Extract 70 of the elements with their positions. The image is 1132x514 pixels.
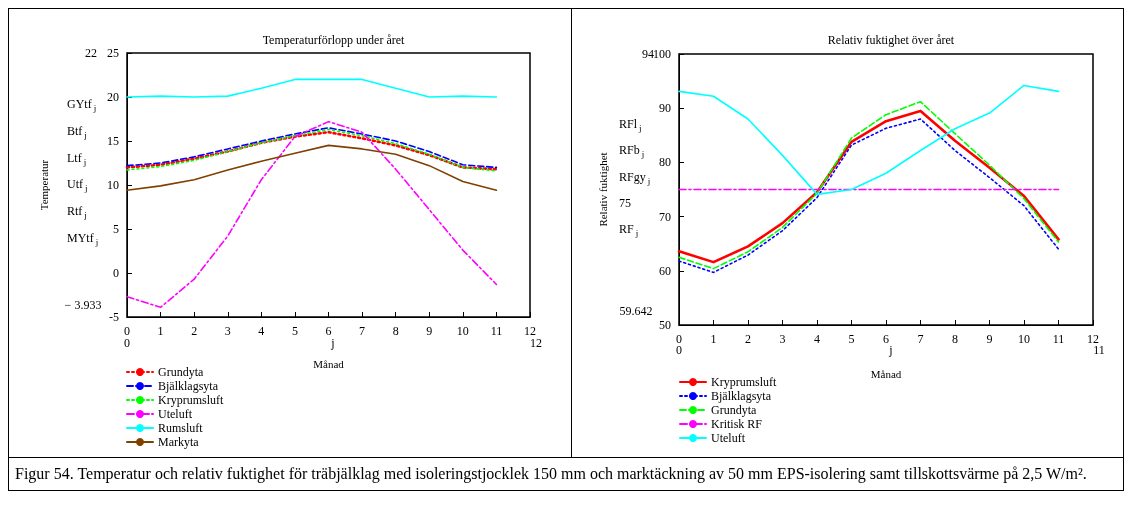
text: 22 (85, 46, 97, 60)
y-tick-label: 50 (659, 318, 671, 332)
legend-label: Grundyta (711, 403, 757, 417)
legend-label: Kritisk RF (711, 417, 763, 431)
y-tick-label: -5 (109, 310, 119, 324)
y-tick-label: 70 (659, 209, 671, 224)
line-series (678, 84, 1060, 196)
x-tick-label: 7 (359, 324, 366, 338)
text: − 3.933 (64, 298, 102, 312)
text: j (330, 336, 335, 350)
y-tick-label: 25 (107, 46, 119, 60)
text: 11 (1093, 343, 1105, 357)
chart-title: Relativ fuktighet över året (827, 33, 955, 47)
legend-label: Markyta (158, 435, 200, 449)
x-tick-label: 12 (1087, 332, 1099, 346)
line-series (126, 78, 498, 98)
y-tick-label: 100 (653, 47, 671, 61)
x-tick-label: 7 (917, 332, 924, 346)
text: j (888, 343, 893, 357)
line-series (126, 144, 498, 192)
x-tick-label: 1 (157, 324, 164, 338)
y-axis-title: Relativ fuktighet (596, 152, 609, 227)
legend-label: Grundyta (158, 365, 204, 379)
y-tick-label: 20 (107, 90, 119, 104)
x-tick-label: 11 (1052, 332, 1065, 346)
text: Figur 54. Temperatur och relativ fuktighet för träbjälklag med isoleringstjocklek 150 mm och marktäckning av 50 mm EPS-isolering samt tillskottsvärme på 2,5 W/m². (15, 464, 1088, 484)
y-tick-label: 0 (113, 266, 119, 280)
text: 94 (642, 47, 654, 61)
x-tick-label: 10 (456, 324, 469, 338)
y-tick-label: 15 (107, 134, 119, 148)
x-tick-label: 6 (325, 324, 332, 338)
y-tick-label: 90 (659, 101, 671, 116)
x-tick-label: 1 (710, 332, 717, 346)
x-tick-label: 0 (676, 332, 682, 346)
x-axis-title: Månad (313, 357, 345, 370)
y-tick-label: 60 (659, 263, 671, 278)
x-tick-label: 12 (524, 324, 536, 338)
y-axis-title: Temperatur (37, 159, 50, 211)
x-tick-label: 2 (191, 324, 198, 338)
legend-label: Bjälklagsyta (711, 389, 772, 403)
legend-label: Uteluft (158, 407, 193, 421)
legend-label: Rumsluft (158, 421, 204, 435)
y-tick-label: 10 (107, 178, 119, 192)
x-tick-label: 9 (426, 324, 433, 338)
x-axis-title: Månad (870, 367, 902, 380)
x-tick-label: 4 (258, 324, 265, 338)
x-tick-label: 8 (952, 332, 958, 346)
x-tick-label: 2 (745, 332, 751, 346)
x-tick-label: 10 (1018, 332, 1030, 346)
text: 75 (619, 195, 631, 210)
x-tick-label: 5 (291, 324, 298, 338)
legend-label: Kryprumsluft (711, 375, 777, 389)
line-series (126, 120, 498, 309)
x-tick-label: 5 (848, 332, 855, 346)
text: 59.642 (619, 304, 653, 318)
legend-label: Kryprumsluft (158, 393, 224, 407)
x-tick-label: 8 (392, 324, 399, 338)
x-tick-label: 6 (883, 332, 889, 346)
y-tick-label: 80 (659, 155, 671, 170)
x-tick-label: 11 (490, 324, 503, 338)
x-tick-label: 4 (814, 332, 820, 346)
legend-label: Bjälklagsyta (158, 379, 219, 393)
legend-label: Uteluft (711, 431, 746, 445)
x-tick-label: 3 (779, 332, 786, 346)
y-tick-label: 5 (113, 222, 119, 236)
chart-title: Temperaturförlopp under året (262, 33, 406, 47)
x-tick-label: 9 (986, 332, 993, 346)
text: 0 (676, 343, 682, 357)
x-tick-label: 0 (124, 324, 130, 338)
x-tick-label: 3 (224, 324, 231, 338)
